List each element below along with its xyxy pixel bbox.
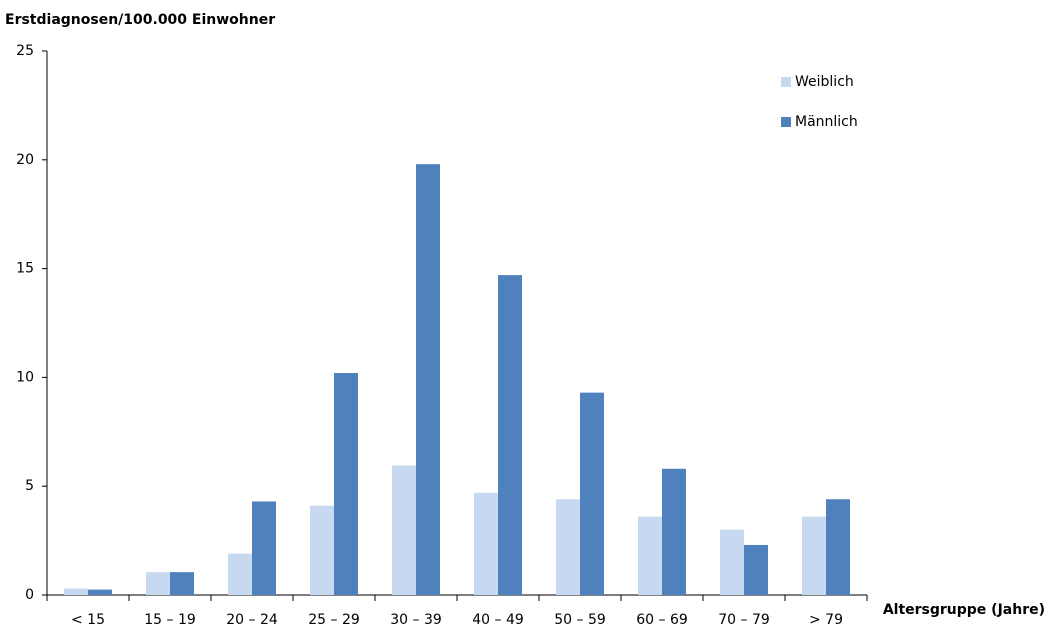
y-tick-label: 10 <box>16 369 34 385</box>
bar <box>228 553 252 595</box>
x-tick-label: 50 – 59 <box>554 612 606 625</box>
x-tick-label: 25 – 29 <box>308 612 360 625</box>
x-tick-label: 30 – 39 <box>390 612 442 625</box>
bar <box>802 516 826 595</box>
bar <box>252 501 276 595</box>
x-tick-label: 60 – 69 <box>636 612 688 625</box>
legend-swatch <box>781 77 791 87</box>
x-axis-title: Altersgruppe (Jahre) <box>883 602 1045 618</box>
y-tick-label: 15 <box>16 261 34 277</box>
bar <box>170 572 194 595</box>
bar <box>88 589 112 595</box>
bar <box>556 499 580 595</box>
y-tick-label: 5 <box>25 478 34 494</box>
bar <box>662 468 686 595</box>
x-tick-label: > 79 <box>809 612 843 625</box>
bar <box>146 572 170 595</box>
y-axis-title: Erstdiagnosen/100.000 Einwohner <box>5 12 275 28</box>
bar <box>416 164 440 596</box>
x-tick-label: 40 – 49 <box>472 612 524 625</box>
y-tick-label: 20 <box>16 152 34 168</box>
legend-label: Männlich <box>795 114 858 130</box>
bar <box>334 373 358 595</box>
bar <box>580 392 604 595</box>
x-tick-label: < 15 <box>71 612 105 625</box>
bar <box>638 516 662 595</box>
bar <box>744 544 768 595</box>
legend-label: Weiblich <box>795 74 854 90</box>
x-tick-label: 70 – 79 <box>718 612 770 625</box>
y-tick-label: 0 <box>25 587 34 603</box>
x-tick-label: 15 – 19 <box>144 612 196 625</box>
bar <box>826 499 850 595</box>
bar <box>720 529 744 595</box>
legend-swatch <box>781 117 791 127</box>
bar <box>310 505 334 595</box>
bar <box>474 492 498 595</box>
bar <box>392 465 416 595</box>
bar <box>498 275 522 595</box>
bar <box>64 588 88 595</box>
y-tick-label: 25 <box>16 43 34 59</box>
x-tick-label: 20 – 24 <box>226 612 278 625</box>
